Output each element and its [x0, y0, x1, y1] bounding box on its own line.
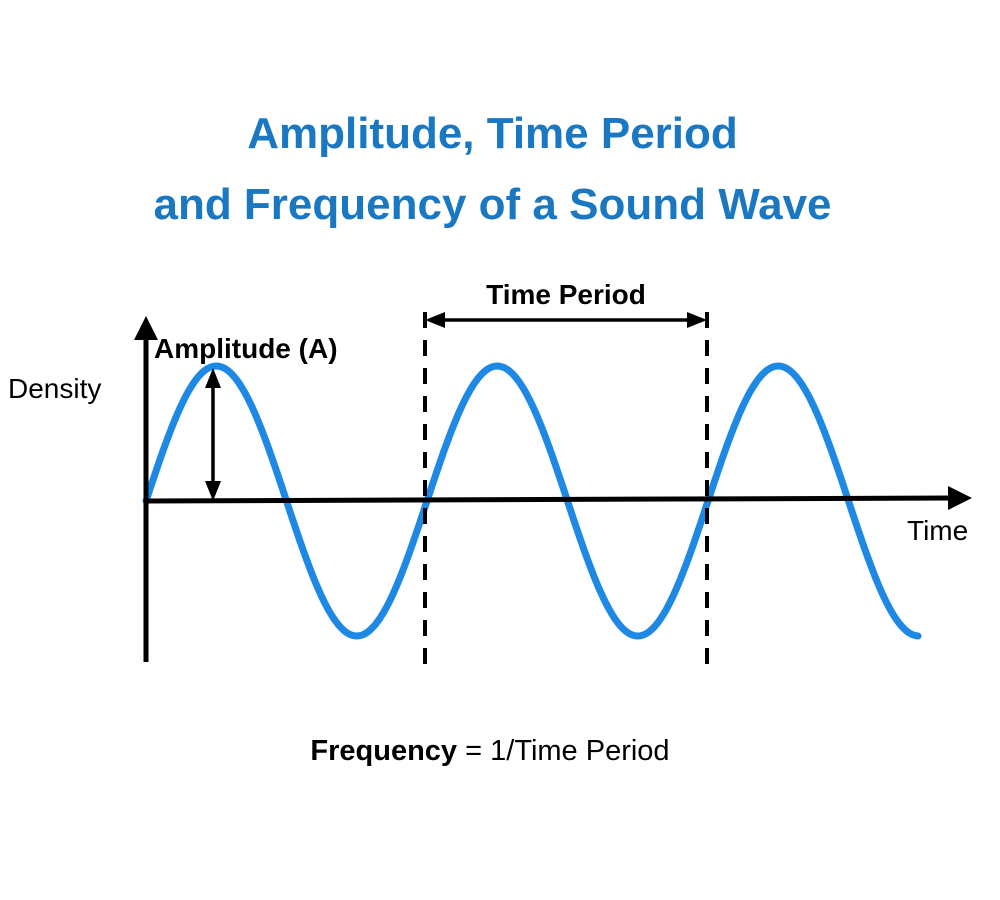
amplitude-arrow-bottom [205, 481, 221, 501]
amplitude-arrow-top [205, 368, 221, 388]
time-period-arrow-left [425, 312, 445, 328]
frequency-formula: Frequency = 1/Time Period [0, 735, 980, 768]
x-axis-label: Time [907, 515, 968, 546]
x-axis-arrowhead [948, 486, 972, 510]
sound-wave-curve [142, 362, 922, 640]
y-axis-arrowhead [134, 316, 158, 340]
y-axis-label: Density [8, 373, 101, 404]
time-period-arrow-right [687, 312, 707, 328]
frequency-formula-rest: = 1/Time Period [457, 735, 670, 767]
diagram-title-line-2: and Frequency of a Sound Wave [153, 180, 832, 229]
frequency-term: Frequency [310, 735, 458, 767]
time-period-label: Time Period [486, 279, 646, 310]
amplitude-label: Amplitude (A) [154, 333, 338, 364]
x-axis-line [145, 495, 953, 504]
diagram-title-line-1: Amplitude, Time Period [247, 109, 738, 158]
